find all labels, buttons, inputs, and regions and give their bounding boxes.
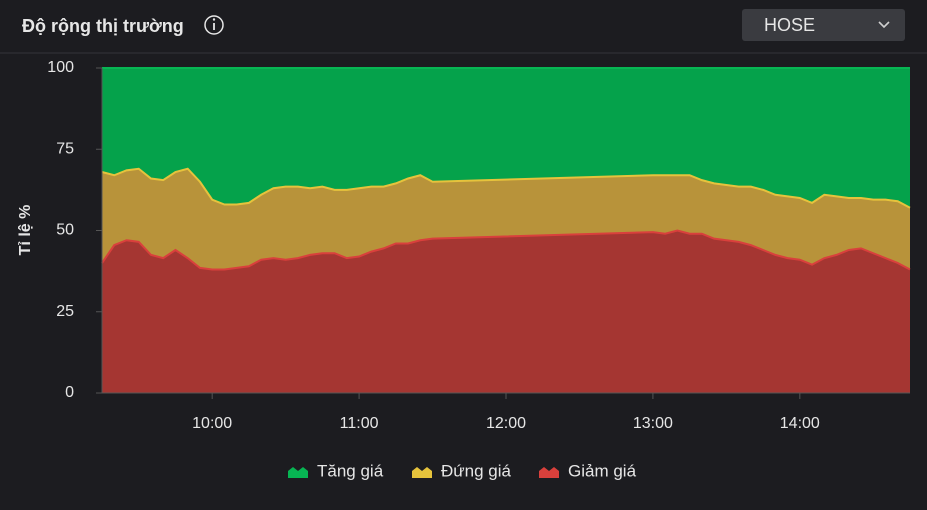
legend-item[interactable]: Giảm giá bbox=[539, 461, 637, 480]
x-tick-label: 13:00 bbox=[633, 415, 673, 432]
legend-item[interactable]: Đứng giá bbox=[412, 461, 512, 480]
area-line bbox=[101, 229, 911, 271]
info-icon[interactable] bbox=[204, 15, 224, 35]
y-tick-label: 0 bbox=[65, 384, 74, 401]
area-line bbox=[101, 167, 911, 209]
legend-label: Giảm giá bbox=[568, 461, 637, 480]
dropdown-value: HOSE bbox=[764, 15, 815, 35]
area-fill bbox=[102, 168, 910, 270]
area-fill bbox=[102, 68, 910, 208]
legend-icon bbox=[412, 467, 432, 478]
y-tick-label: 50 bbox=[56, 222, 74, 239]
y-tick-label: 25 bbox=[56, 303, 74, 320]
chart-title: Độ rộng thị trường bbox=[22, 16, 184, 36]
legend-label: Đứng giá bbox=[441, 461, 512, 480]
legend-label: Tăng giá bbox=[317, 461, 384, 480]
legend-item[interactable]: Tăng giá bbox=[288, 461, 384, 480]
x-tick-label: 11:00 bbox=[340, 415, 379, 432]
y-tick-label: 75 bbox=[56, 140, 74, 157]
x-tick-label: 12:00 bbox=[486, 415, 526, 432]
x-tick-label: 10:00 bbox=[192, 415, 232, 432]
exchange-dropdown[interactable]: HOSE bbox=[742, 9, 905, 41]
y-axis-title: Tỉ lệ % bbox=[17, 205, 34, 256]
legend-icon bbox=[539, 467, 559, 478]
legend-icon bbox=[288, 467, 308, 478]
y-tick-label: 100 bbox=[47, 59, 74, 76]
area-fill bbox=[102, 230, 910, 393]
x-tick-label: 14:00 bbox=[780, 415, 820, 432]
